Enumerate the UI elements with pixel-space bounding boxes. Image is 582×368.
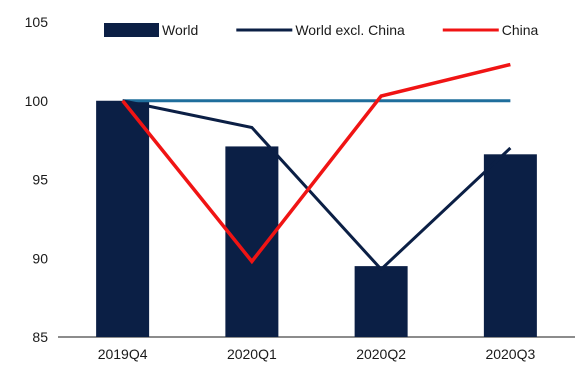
y-tick-label-85: 85 <box>32 329 48 345</box>
x-tick-label-2020Q1: 2020Q1 <box>227 346 277 362</box>
bar-2020Q1 <box>225 146 279 337</box>
y-axis: 85 90 95 100 105 <box>25 14 49 345</box>
y-tick-label-95: 95 <box>32 172 48 188</box>
y-tick-label-100: 100 <box>25 93 49 109</box>
legend-label-world-excl-china: World excl. China <box>295 22 405 38</box>
legend-label-china: China <box>502 22 539 38</box>
x-tick-label-2020Q3: 2020Q3 <box>485 346 535 362</box>
series-line-china <box>121 62 511 265</box>
legend: World World excl. China China <box>104 22 539 38</box>
bars <box>96 100 537 337</box>
lines <box>121 62 512 272</box>
series-line-world-excl-china <box>122 99 512 272</box>
bar-2020Q2 <box>354 266 408 337</box>
legend-label-world: World <box>162 22 198 38</box>
x-axis: 2019Q4 2020Q1 2020Q2 2020Q3 <box>58 336 575 362</box>
legend-swatch-world <box>104 23 159 37</box>
bar-2020Q3 <box>483 154 537 337</box>
y-tick-label-105: 105 <box>25 14 49 30</box>
x-tick-label-2019Q4: 2019Q4 <box>98 346 148 362</box>
x-tick-label-2020Q2: 2020Q2 <box>356 346 406 362</box>
y-tick-label-90: 90 <box>32 250 48 266</box>
bar-2019Q4 <box>96 100 150 337</box>
